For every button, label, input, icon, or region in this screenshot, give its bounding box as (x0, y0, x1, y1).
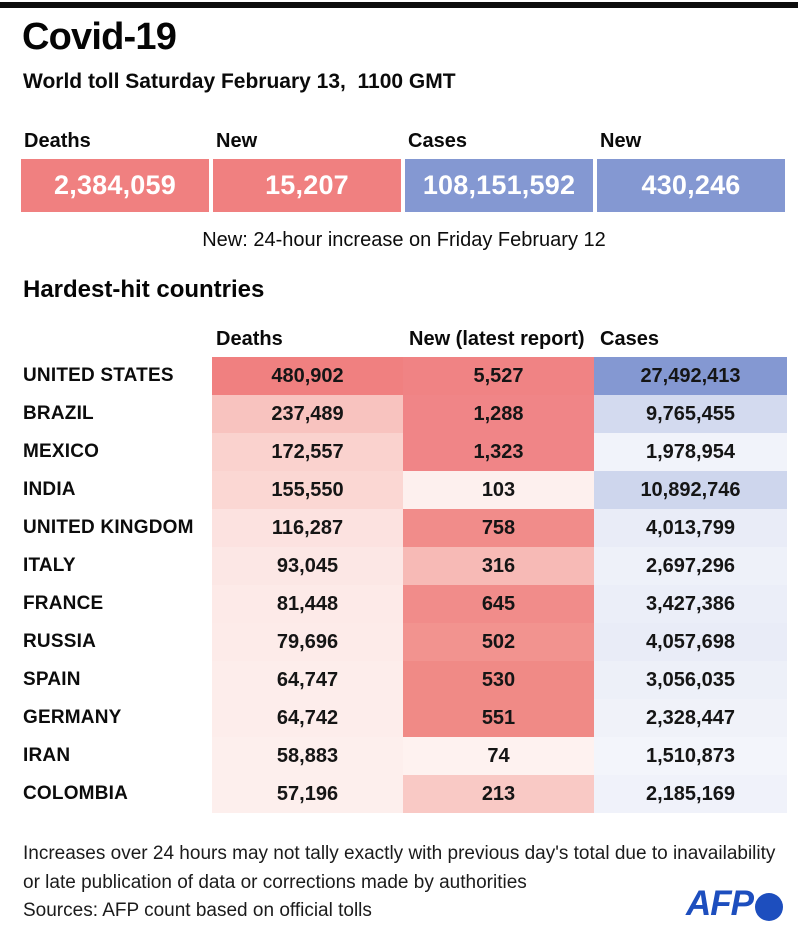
summary-note: New: 24-hour increase on Friday February… (202, 229, 606, 251)
summary-cards: 2,384,059 15,207 108,151,592 430,246 (21, 159, 787, 212)
deaths-cell: 116,287 (212, 509, 403, 547)
section-title: Hardest-hit countries (23, 276, 265, 303)
new-cell: 758 (403, 509, 594, 547)
summary-label-new-deaths: New (216, 130, 258, 152)
countries-table: UNITED STATES 480,902 5,527 27,492,413 B… (0, 357, 787, 813)
cases-cell: 10,892,746 (594, 471, 787, 509)
country-label: SPAIN (23, 669, 81, 690)
summary-label-deaths: Deaths (24, 130, 91, 152)
summary-card-new-cases: 430,246 (597, 159, 785, 212)
summary-label-new-cases: New (600, 130, 642, 152)
country-label: UNITED STATES (23, 365, 174, 386)
new-cell: 316 (403, 547, 594, 585)
new-cell: 1,323 (403, 433, 594, 471)
country-label: RUSSIA (23, 631, 96, 652)
summary-label-cases: Cases (408, 130, 467, 152)
new-cell: 74 (403, 737, 594, 775)
deaths-cell: 57,196 (212, 775, 403, 813)
table-header-cases: Cases (600, 328, 659, 350)
new-cell: 213 (403, 775, 594, 813)
footnote-line-3: Sources: AFP count based on official tol… (23, 900, 372, 921)
country-label: IRAN (23, 745, 71, 766)
footnote-line-2: or late publication of data or correctio… (23, 871, 527, 893)
table-header-new: New (latest report) (409, 328, 585, 350)
cases-cell: 3,056,035 (594, 661, 787, 699)
top-rule (0, 2, 798, 8)
deaths-cell: 237,489 (212, 395, 403, 433)
country-label: BRAZIL (23, 403, 94, 424)
page-subtitle: World toll Saturday February 13, 1100 GM… (23, 70, 456, 93)
country-label: ITALY (23, 555, 76, 576)
country-label: COLOMBIA (23, 783, 129, 804)
cases-cell: 3,427,386 (594, 585, 787, 623)
new-cell: 551 (403, 699, 594, 737)
cases-cell: 2,697,296 (594, 547, 787, 585)
new-cell: 502 (403, 623, 594, 661)
cases-cell: 2,328,447 (594, 699, 787, 737)
new-cell: 645 (403, 585, 594, 623)
summary-labels: Deaths New Cases New (21, 130, 787, 153)
deaths-cell: 172,557 (212, 433, 403, 471)
footnotes: Increases over 24 hours may not tally ex… (23, 840, 775, 926)
cases-cell: 9,765,455 (594, 395, 787, 433)
deaths-cell: 64,747 (212, 661, 403, 699)
deaths-cell: 81,448 (212, 585, 403, 623)
summary-card-new-deaths: 15,207 (213, 159, 401, 212)
new-cell: 1,288 (403, 395, 594, 433)
afp-logo: AFP (686, 884, 783, 924)
cases-cell: 1,978,954 (594, 433, 787, 471)
deaths-cell: 64,742 (212, 699, 403, 737)
country-label: GERMANY (23, 707, 122, 728)
cases-cell: 2,185,169 (594, 775, 787, 813)
country-label: MEXICO (23, 441, 100, 462)
new-cell: 5,527 (403, 357, 594, 395)
cases-cell: 1,510,873 (594, 737, 787, 775)
deaths-cell: 93,045 (212, 547, 403, 585)
cases-cell: 27,492,413 (594, 357, 787, 395)
summary-card-cases: 108,151,592 (405, 159, 593, 212)
footnote-line-1: Increases over 24 hours may not tally ex… (23, 843, 776, 864)
afp-logo-text: AFP (686, 884, 754, 923)
cases-cell: 4,013,799 (594, 509, 787, 547)
country-label: UNITED KINGDOM (23, 517, 194, 538)
country-label: INDIA (23, 479, 76, 500)
deaths-cell: 155,550 (212, 471, 403, 509)
deaths-cell: 58,883 (212, 737, 403, 775)
cases-cell: 4,057,698 (594, 623, 787, 661)
afp-logo-circle-icon (755, 892, 783, 921)
new-cell: 530 (403, 661, 594, 699)
new-cell: 103 (403, 471, 594, 509)
deaths-cell: 79,696 (212, 623, 403, 661)
table-header-deaths: Deaths (216, 328, 283, 350)
country-label: FRANCE (23, 593, 104, 614)
deaths-cell: 480,902 (212, 357, 403, 395)
summary-card-deaths: 2,384,059 (21, 159, 209, 212)
page-title: Covid-19 (22, 16, 177, 58)
